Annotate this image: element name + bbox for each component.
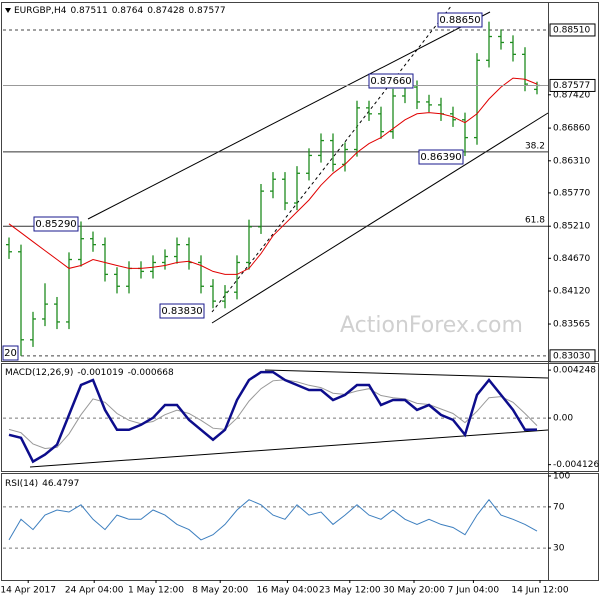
last-high: 0.8764 [112, 6, 144, 16]
x-tick-label: 24 Apr 04:00 [65, 586, 124, 596]
y-tick-label: 0.84120 [553, 287, 590, 297]
last-close: 0.87577 [188, 6, 225, 16]
annotation: 20 [4, 348, 17, 359]
annotation: 0.83830 [161, 306, 202, 317]
current-price-box [549, 78, 596, 92]
x-tick-label: 23 May 12:00 [319, 586, 381, 596]
annotation: 0.88650 [439, 15, 480, 26]
x-tick-label: 16 May 04:00 [257, 586, 319, 596]
main-header: EURGBP,H4 0.87511 0.8764 0.87428 0.87577 [14, 6, 226, 16]
annotations: 0.88650 0.87660 0.86390 0.85290 0.83830 … [2, 12, 483, 361]
annotation: 0.87660 [370, 76, 411, 87]
y-tick-label: 0.85210 [553, 222, 590, 232]
macd-frame [1, 363, 599, 472]
macd-last: -0.001019 [77, 368, 123, 378]
annotation: 0.85290 [35, 219, 76, 230]
macd-line [8, 370, 538, 464]
macd-trend-upper [264, 369, 549, 379]
macd-header: MACD(12,26,9) -0.001019 -0.000668 [5, 368, 174, 378]
level-box [549, 23, 596, 37]
annotation-box [437, 12, 483, 28]
rsi-last: 46.4797 [42, 479, 79, 489]
y-tick-label: 100 [553, 472, 570, 482]
annotation-box [159, 303, 205, 319]
annotation-box [2, 345, 19, 361]
y-tick-label: 0.004248 [553, 366, 596, 376]
annotation: 0.86390 [420, 152, 461, 163]
x-tick-label: 14 Jun 12:00 [511, 586, 568, 596]
rsi-title: RSI(14) [5, 479, 38, 489]
y-tick-label: 0.83565 [553, 320, 590, 330]
last-low: 0.87428 [147, 6, 184, 16]
annotation-box [33, 216, 79, 232]
y-tick-label: 0.87420 [553, 90, 590, 100]
header-icon [5, 8, 11, 13]
level-label: 0.88510 [553, 25, 590, 35]
rsi-line [8, 498, 538, 541]
marks: 0.87420 0.86860 0.86310 0.85770 0.85210 0.846… [0, 21, 599, 596]
channel-lower [211, 112, 549, 324]
y-tick-label: 70 [553, 502, 565, 512]
y-tick-label: -0.004126 [553, 460, 599, 470]
y-tick-label: 30 [553, 544, 565, 554]
y-tick-label: 0.84670 [553, 254, 590, 264]
rsi-frame [1, 473, 599, 581]
level-box [549, 349, 596, 363]
signal-line [8, 379, 538, 450]
annotation-box [418, 149, 464, 165]
fib-label: 38.2 [525, 141, 545, 151]
x-tick-label: 8 May 20:00 [192, 586, 248, 596]
fib-label: 61.8 [525, 216, 545, 226]
main-frame [1, 2, 599, 362]
frames [1, 2, 599, 581]
rsi-header: RSI(14) 46.4797 [5, 479, 79, 489]
y-tick-label: 0.86310 [553, 156, 590, 166]
x-tick-label: 7 Jun 04:00 [448, 586, 500, 596]
channel-upper [87, 11, 491, 220]
last-open: 0.87511 [70, 6, 107, 16]
x-tick-label: 1 May 12:00 [128, 586, 184, 596]
signal-last: -0.000668 [128, 368, 174, 378]
x-tick-label: 30 May 20:00 [383, 586, 445, 596]
macd-title: MACD(12,26,9) [5, 368, 73, 378]
symbol: EURGBP,H4 [14, 6, 67, 16]
current-price-label: 0.87577 [553, 81, 590, 91]
x-tick-label: 14 Apr 2017 [0, 586, 56, 596]
y-tick-label: 0.86860 [553, 124, 590, 134]
channel-middle [211, 4, 453, 313]
moving-average [8, 77, 538, 275]
watermark: ActionForex.com [340, 313, 523, 338]
annotation-box [368, 73, 414, 89]
y-tick-label: 0.00 [553, 414, 573, 424]
y-tick-label: 0.85770 [553, 188, 590, 198]
level-label: 0.83030 [553, 351, 590, 361]
macd-trend-lower [29, 429, 549, 468]
trendlines [29, 4, 549, 468]
